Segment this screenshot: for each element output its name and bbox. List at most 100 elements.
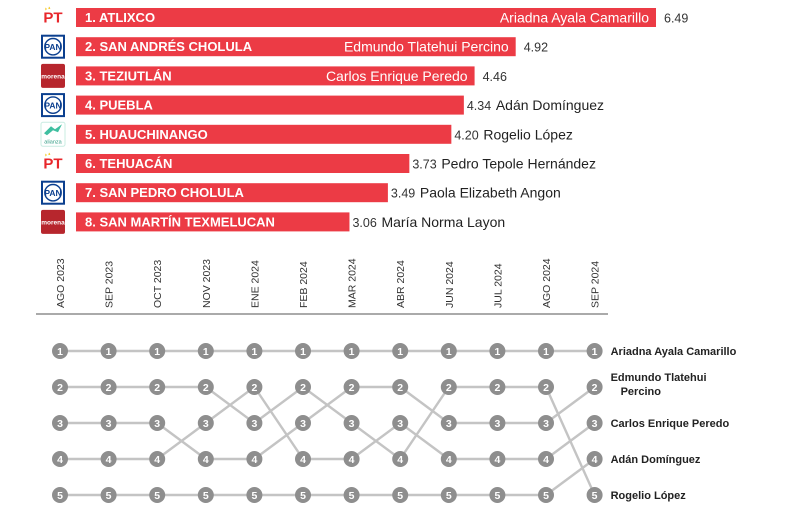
x-tick-label: SEP 2024 [590,261,602,308]
bar [76,124,452,144]
rank-node-rogelio-lopez [538,487,554,503]
rank-node-label: 1 [106,346,112,358]
bar [76,66,475,86]
bar [76,95,464,115]
rank-node-label: 5 [203,490,209,502]
bar-row-2: PAN 2. SAN ANDRÉS CHOLULA Edmundo Tlatehui… [41,34,548,59]
rank-node-carlos-enrique-peredo [538,415,554,431]
rank-node-label: 4 [154,454,160,466]
rank-node-carlos-enrique-peredo [149,415,166,431]
rank-node-label: 4 [300,454,306,466]
series-line-edmundo-tlatehui-percino [60,385,596,496]
bar-row-6: PT 6. TEHUACÁN Pedro Tepole Hernández 3.73 [43,152,596,173]
rank-node-label: 1 [57,346,63,358]
category-label: 6. TEHUACÁN [85,156,172,171]
rank-node-label: 4 [106,454,112,466]
rank-node-rogelio-lopez [586,451,603,467]
rank-node-label: 3 [154,418,160,430]
rank-lines [60,349,596,497]
rank-node-edmundo-tlatehui-percino [440,379,457,395]
rank-node-edmundo-tlatehui-percino [343,415,360,431]
rank-node-label: 4 [251,454,257,466]
rank-node-ariadna-ayala-camarillo [295,343,311,359]
rank-node-ariadna-ayala-camarillo [538,343,554,359]
party-logo-pan-icon: PAN [41,34,65,59]
value-label: 4.34 [467,99,491,113]
candidate-name-label: Pedro Tepole Hernández [441,156,596,172]
rank-node-label: 1 [494,346,500,358]
rank-node-adan-dominguez [489,451,506,467]
rank-node-ariadna-ayala-camarillo [149,343,166,359]
rank-node-carlos-enrique-peredo [489,415,506,431]
pt-logo-text: PT [43,156,62,173]
rank-node-edmundo-tlatehui-percino [489,379,506,395]
rank-node-carlos-enrique-peredo [440,415,457,431]
rank-node-label: 3 [349,418,355,430]
x-tick-label: ABR 2024 [395,260,407,308]
rank-node-label: 5 [154,490,160,502]
value-label: 3.73 [412,158,436,172]
rank-node-edmundo-tlatehui-percino [295,379,311,395]
candidate-name-label: María Norma Layon [381,214,505,230]
rank-node-label: 4 [494,454,500,466]
rank-nodes: 1 1 1 1 1 1 1 1 1 1 1 1 2 2 2 2 3 2 3 4 2 2 2 5 3 3 3 4 4 3 2 2 3 3 3 2 4 4 4 3… [52,343,603,503]
category-label: 8. SAN MARTÍN TEXMELUCAN [85,214,275,229]
rank-node-label: 2 [543,382,549,394]
rank-node-label: 3 [446,418,452,430]
rank-node-label: 5 [106,490,112,502]
category-label: 5. HUAUCHINANGO [85,127,208,142]
rank-node-label: 4 [203,454,209,466]
rank-node-adan-dominguez [343,451,360,467]
end-label: Carlos Enrique Peredo [611,418,730,430]
rank-node-label: 4 [57,454,63,466]
bar [76,154,410,173]
rank-node-label: 2 [106,382,112,394]
candidate-name-label: Paola Elizabeth Angon [420,185,561,201]
x-tick-label: JUN 2024 [444,261,456,308]
rank-node-label: 4 [397,454,403,466]
rank-node-adan-dominguez [295,451,311,467]
rank-node-ariadna-ayala-camarillo [343,343,360,359]
rank-node-label: 1 [203,346,209,358]
rank-node-ariadna-ayala-camarillo [52,343,68,359]
rank-node-adan-dominguez [149,451,166,467]
pt-logo-star-icon [45,152,51,157]
rank-node-label: 5 [349,490,355,502]
rank-node-edmundo-tlatehui-percino [246,415,263,431]
series-line-rogelio-lopez [60,458,596,497]
rank-node-label: 2 [154,382,160,394]
rank-node-rogelio-lopez [392,487,409,503]
rank-node-label: 4 [543,454,549,466]
x-tick-label: ENE 2024 [249,260,261,308]
bar [76,37,516,57]
rank-node-label: 3 [300,418,306,430]
bar-row-5: alianza 5. HUAUCHINANGO Rogelio López 4.20 [40,121,573,147]
rank-node-ariadna-ayala-camarillo [392,343,409,359]
party-logo-pt-icon: PT [43,6,63,27]
bar-row-7: PAN 7. SAN PEDRO CHOLULA Paola Elizabeth A… [41,180,561,205]
rank-node-label: 5 [251,490,257,502]
value-label: 4.20 [454,128,478,142]
rank-node-rogelio-lopez [52,487,68,503]
rank-node-label: 1 [300,346,306,358]
x-tick-label: NOV 2023 [201,259,213,308]
rank-node-adan-dominguez [100,451,117,467]
rank-node-edmundo-tlatehui-percino [197,379,214,395]
rank-node-rogelio-lopez [343,487,360,503]
rank-node-adan-dominguez [197,415,214,431]
rank-node-carlos-enrique-peredo [197,451,214,467]
rank-node-label: 3 [397,418,403,430]
rank-node-carlos-enrique-peredo [343,379,360,395]
rank-node-label: 1 [251,346,257,358]
rank-node-rogelio-lopez [489,487,506,503]
rank-node-label: 3 [106,418,112,430]
rank-node-edmundo-tlatehui-percino [392,451,409,467]
value-label: 3.06 [352,216,376,230]
candidate-name-label: Edmundo Tlatehui Percino [344,39,509,55]
rank-node-label: 1 [592,346,598,358]
rank-node-label: 1 [154,346,160,358]
morena-logo-text: morena [41,219,65,226]
rank-node-edmundo-tlatehui-percino [52,379,68,395]
value-label: 6.49 [664,12,688,26]
x-tick-label: JUL 2024 [492,263,504,308]
